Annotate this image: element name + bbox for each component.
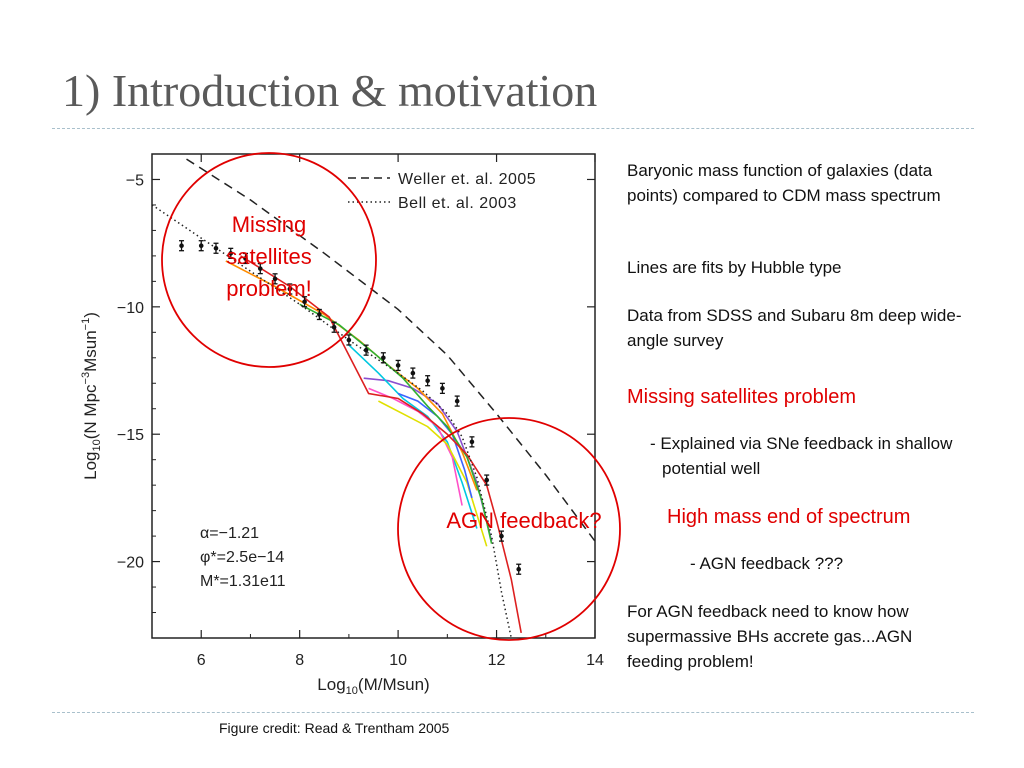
- bottom-divider: [52, 712, 974, 713]
- note-agn-feeding: For AGN feedback need to know how superm…: [627, 602, 913, 671]
- note-data-source: Data from SDSS and Subaru 8m deep wide-a…: [627, 306, 962, 350]
- data-marker: [179, 243, 184, 249]
- x-tick-label: 8: [295, 652, 304, 669]
- data-marker: [287, 286, 293, 292]
- heading-missing-satellites: Missing satellites problem: [627, 386, 856, 408]
- y-tick-label: −20: [117, 555, 144, 572]
- x-tick-label: 14: [586, 652, 604, 669]
- data-point: [302, 296, 308, 308]
- data-point: [484, 474, 490, 486]
- data-point: [287, 283, 293, 295]
- annotation-circle-agn: [397, 417, 621, 641]
- x-tick-label: 12: [488, 652, 506, 669]
- data-marker: [499, 533, 504, 539]
- y-tick-label: −10: [117, 300, 144, 317]
- data-point: [243, 252, 249, 265]
- data-marker: [243, 256, 248, 261]
- annotation-label-missing-satellites-2: problem!: [226, 276, 312, 301]
- annotation-label-agn: AGN feedback?: [446, 508, 601, 533]
- data-marker: [454, 398, 460, 404]
- data-point: [469, 436, 475, 448]
- hubble-fit-line-5: [397, 392, 473, 499]
- hubble-fit-line-6: [299, 303, 493, 544]
- data-marker: [410, 370, 416, 376]
- data-marker: [516, 566, 522, 572]
- data-marker: [395, 363, 401, 368]
- legend-label-1: Bell et. al. 2003: [398, 195, 517, 212]
- data-marker: [272, 276, 278, 282]
- x-tick-label: 10: [389, 652, 407, 669]
- data-marker: [440, 386, 445, 391]
- data-point: [228, 247, 234, 259]
- data-point: [179, 240, 185, 252]
- data-marker: [198, 243, 204, 249]
- annotation-circle-missing-satellites: [161, 152, 377, 368]
- data-marker: [331, 324, 337, 330]
- annotation-label-missing-satellites-1: satellites: [226, 244, 312, 269]
- top-divider: [52, 128, 974, 129]
- y-tick-label: −15: [117, 427, 144, 444]
- data-point: [272, 273, 278, 285]
- data-point: [410, 367, 416, 379]
- figure-credit: Figure credit: Read & Trentham 2005: [219, 720, 450, 736]
- heading-high-mass-end: High mass end of spectrum: [667, 506, 911, 528]
- note-baryonic-mass-function: Baryonic mass function of galaxies (data…: [627, 161, 941, 205]
- data-marker: [484, 477, 490, 483]
- annotation-label-missing-satellites-0: Missing: [232, 212, 307, 237]
- slide-title: 1) Introduction & motivation: [62, 65, 598, 116]
- note-hubble-fits: Lines are fits by Hubble type: [627, 258, 842, 277]
- bullet-agn-feedback: - AGN feedback ???: [690, 554, 844, 573]
- data-marker: [469, 439, 475, 445]
- data-point: [380, 352, 386, 364]
- data-point: [198, 240, 204, 252]
- y-tick-label: −5: [126, 172, 144, 189]
- data-point: [454, 395, 460, 407]
- data-point: [516, 563, 522, 575]
- plot-frame: [151, 153, 596, 639]
- data-marker: [302, 299, 307, 305]
- legend-label-0: Weller et. al. 2005: [398, 171, 536, 188]
- data-marker: [425, 378, 430, 384]
- data-point: [257, 262, 263, 275]
- data-marker: [213, 245, 219, 251]
- fit-param-2: M*=1.31e11: [200, 573, 286, 590]
- hubble-fit-line-0: [363, 377, 493, 542]
- series-line-weller: [186, 158, 595, 542]
- data-marker: [346, 337, 352, 343]
- fit-param-0: α=−1.21: [200, 525, 259, 542]
- data-point: [498, 530, 504, 542]
- data-point: [316, 308, 322, 321]
- hubble-fit-line-1: [348, 344, 478, 529]
- x-tick-label: 6: [197, 652, 206, 669]
- fit-param-1: φ*=2.5e−14: [200, 549, 284, 566]
- data-marker: [381, 355, 386, 361]
- data-marker: [257, 266, 263, 271]
- x-axis-label: Log10(M/Msun): [317, 675, 429, 697]
- data-point: [439, 382, 445, 395]
- data-point: [331, 321, 337, 333]
- bullet-sne-feedback: - Explained via SNe feedback in shallow …: [650, 434, 953, 478]
- data-point: [213, 242, 219, 254]
- data-point: [346, 334, 352, 346]
- data-marker: [363, 347, 369, 353]
- data-point: [425, 375, 431, 387]
- y-axis-label: Log10(N Mpc−3Msun−1): [80, 312, 103, 480]
- data-marker: [228, 251, 234, 256]
- data-point: [363, 344, 369, 356]
- data-point: [395, 359, 401, 372]
- data-marker: [317, 312, 322, 317]
